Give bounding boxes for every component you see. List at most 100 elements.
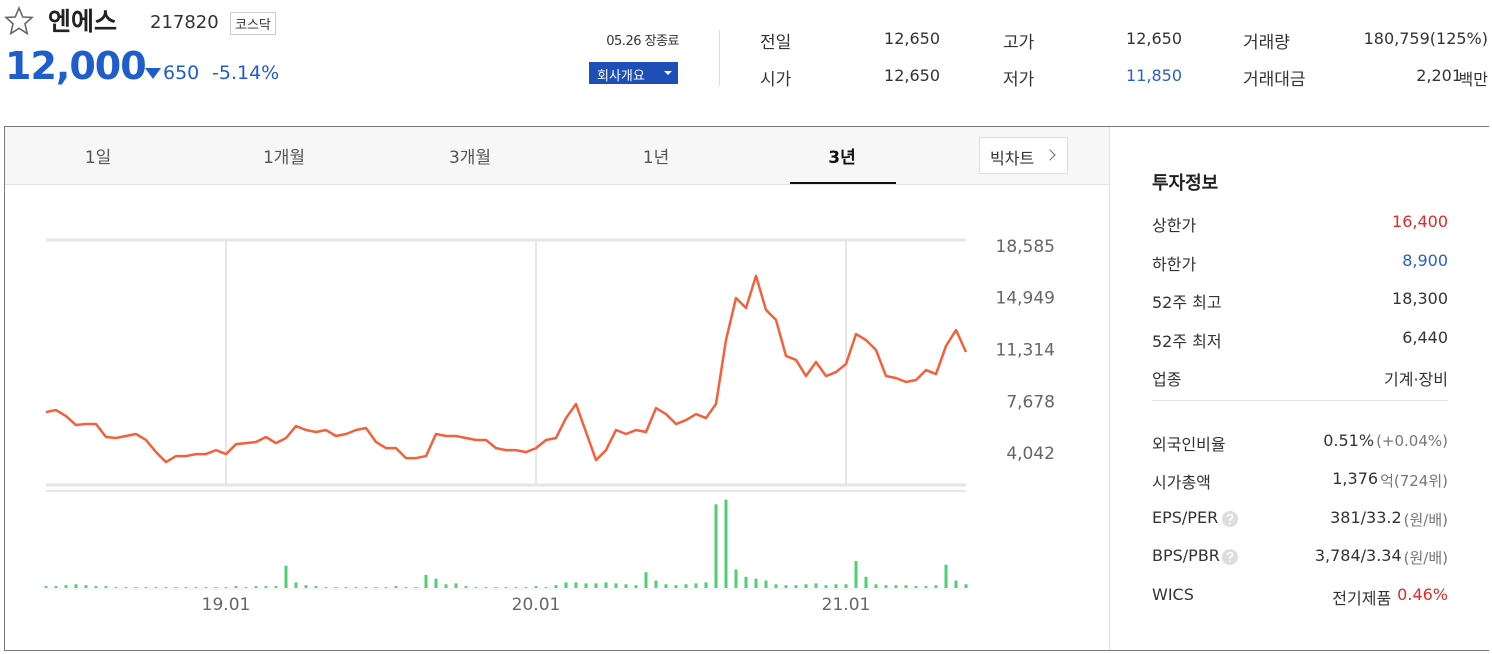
- volume-bar: [504, 587, 508, 588]
- period-tab[interactable]: 1일: [84, 148, 112, 168]
- help-mark: [1226, 513, 1234, 521]
- info-value: 8,900: [1402, 250, 1448, 270]
- period-tab[interactable]: 1개월: [262, 148, 306, 168]
- period-tab[interactable]: 3년: [828, 148, 856, 168]
- volume-bar: [894, 585, 898, 588]
- volume-bar: [424, 574, 428, 588]
- info-label: 외국인비율: [1152, 434, 1226, 454]
- volume-bar: [644, 572, 648, 588]
- stat-value: 11,850: [1126, 66, 1182, 85]
- volume-bar: [904, 585, 908, 588]
- volume-bar: [734, 569, 738, 588]
- x-tick-label: 21.01: [822, 595, 871, 615]
- volume-bar: [484, 587, 488, 588]
- separator: [1152, 399, 1448, 401]
- volume-bar: [784, 585, 788, 588]
- stat-label: 거래대금: [1243, 70, 1306, 90]
- volume-bar: [394, 586, 398, 588]
- market-status: 05.26 장종료: [606, 34, 679, 49]
- volume-bar: [364, 587, 368, 588]
- volume-bar: [814, 583, 818, 588]
- y-tick-label: 14,949: [996, 289, 1055, 309]
- volume-bar: [524, 587, 528, 588]
- help-mark: [1226, 551, 1234, 559]
- volume-bar: [924, 586, 928, 588]
- volume-bar: [84, 585, 88, 588]
- volume-bar: [714, 504, 718, 588]
- volume-bar: [574, 582, 578, 588]
- volume-bar: [94, 586, 98, 588]
- volume-bar: [194, 587, 198, 588]
- stat-label: 전일: [760, 33, 792, 53]
- stock-code: 217820: [150, 12, 219, 33]
- current-price: 12,000: [5, 44, 147, 88]
- help-icon[interactable]: [1222, 549, 1238, 565]
- volume-bar: [334, 587, 338, 588]
- market-badge: 코스닥: [230, 12, 276, 35]
- volume-bar: [54, 586, 58, 588]
- volume-bar: [914, 586, 918, 588]
- info-label: 52주 최저: [1152, 331, 1222, 351]
- volume-bar: [684, 584, 688, 588]
- stat-label: 시가: [760, 70, 792, 90]
- volume-bar: [534, 586, 538, 588]
- volume-bar: [824, 585, 828, 588]
- info-value: 381/33.2: [1330, 507, 1402, 527]
- y-tick-label: 11,314: [996, 340, 1055, 360]
- help-icon[interactable]: [1222, 510, 1238, 527]
- help-glyph: [1226, 551, 1234, 563]
- volume-bar: [64, 585, 68, 588]
- volume-bar: [594, 583, 598, 588]
- stat-value: 12,650: [884, 66, 940, 85]
- volume-bar: [184, 587, 188, 588]
- volume-bar: [954, 580, 958, 588]
- volume-bar: [374, 587, 378, 588]
- volume-bar: [874, 584, 878, 588]
- price-chart: 18,585 14,949 11,314 7,678 4,042 19.01 20.01 21…: [44, 237, 1055, 615]
- info-value: 전기제품: [1332, 588, 1392, 608]
- volume-bar: [174, 587, 178, 588]
- volume-bar: [854, 561, 858, 588]
- invest-panel: [1109, 127, 1489, 650]
- down-arrow: [145, 68, 161, 79]
- stat-label: 거래량: [1243, 33, 1290, 53]
- info-label: BPS/PBR: [1152, 546, 1220, 565]
- x-tick-label: 20.01: [512, 595, 561, 615]
- stat-value: 12,650: [884, 29, 940, 48]
- volume-bar: [724, 499, 728, 588]
- volume-bar: [624, 584, 628, 588]
- period-tab[interactable]: 3개월: [448, 148, 492, 168]
- favorite-star[interactable]: [4, 6, 34, 36]
- company-button[interactable]: 회사개요: [589, 62, 678, 84]
- volume-bar: [544, 587, 548, 588]
- info-label: 업종: [1152, 370, 1182, 389]
- volume-bar: [494, 587, 498, 588]
- y-tick-label: 18,585: [996, 237, 1055, 257]
- volume-bar: [324, 587, 328, 588]
- volume-bar: [164, 587, 168, 588]
- volume-bar: [44, 586, 48, 588]
- button-label: 회사개요: [597, 69, 645, 84]
- period-tab[interactable]: 1년: [642, 148, 670, 168]
- info-label: EPS/PER: [1152, 507, 1219, 527]
- volume-bar: [224, 587, 228, 588]
- volume-bar: [274, 586, 278, 588]
- volume-bar: [454, 583, 458, 588]
- volume-bar: [214, 587, 218, 588]
- big-chart-button[interactable]: 빅차트: [979, 137, 1068, 174]
- info-value: 6,440: [1402, 327, 1448, 347]
- info-note: 억(724위): [1380, 472, 1448, 490]
- volume-bar: [764, 580, 768, 588]
- star-icon: [4, 6, 34, 36]
- volume-bar: [114, 587, 118, 588]
- volume-bar: [614, 583, 618, 588]
- volume-bar: [104, 586, 108, 588]
- stat-value: 180,759(125%): [1363, 29, 1488, 48]
- info-note: (+0.04%): [1376, 431, 1448, 450]
- x-tick-label: 19.01: [202, 595, 251, 615]
- volume-bar: [354, 587, 358, 588]
- volume-bar: [744, 576, 748, 588]
- volume-bar: [584, 583, 588, 588]
- price-line: [45, 274, 968, 464]
- volume-bar: [284, 565, 288, 588]
